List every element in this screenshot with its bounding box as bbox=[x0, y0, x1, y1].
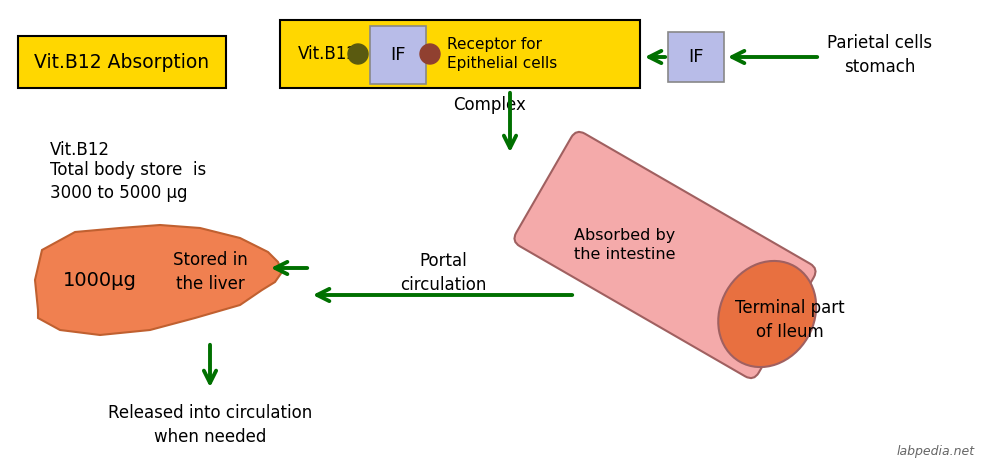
Text: 3000 to 5000 μg: 3000 to 5000 μg bbox=[50, 184, 188, 202]
Circle shape bbox=[348, 44, 368, 64]
Text: 1000μg: 1000μg bbox=[63, 271, 137, 290]
Text: Terminal part
of Ileum: Terminal part of Ileum bbox=[735, 299, 845, 341]
Ellipse shape bbox=[718, 261, 816, 367]
Text: Parietal cells
stomach: Parietal cells stomach bbox=[827, 34, 932, 76]
Text: labpedia.net: labpedia.net bbox=[897, 445, 975, 458]
Text: Vit.B12: Vit.B12 bbox=[50, 141, 110, 159]
FancyBboxPatch shape bbox=[280, 20, 640, 88]
Text: Released into circulation
when needed: Released into circulation when needed bbox=[108, 403, 312, 446]
Text: Vit.B12: Vit.B12 bbox=[298, 45, 358, 63]
PathPatch shape bbox=[35, 225, 282, 335]
Text: Stored in
the liver: Stored in the liver bbox=[173, 251, 248, 293]
Text: Receptor for
Epithelial cells: Receptor for Epithelial cells bbox=[447, 37, 557, 71]
FancyBboxPatch shape bbox=[668, 32, 724, 82]
Text: IF: IF bbox=[688, 48, 703, 66]
Text: Total body store  is: Total body store is bbox=[50, 161, 206, 179]
Circle shape bbox=[420, 44, 440, 64]
FancyBboxPatch shape bbox=[18, 36, 226, 88]
Text: Portal
circulation: Portal circulation bbox=[400, 252, 487, 294]
Text: IF: IF bbox=[391, 46, 406, 64]
FancyBboxPatch shape bbox=[514, 132, 815, 378]
FancyBboxPatch shape bbox=[370, 26, 426, 84]
Text: Complex: Complex bbox=[454, 96, 526, 114]
Text: Absorbed by
the intestine: Absorbed by the intestine bbox=[574, 227, 675, 263]
Text: Vit.B12 Absorption: Vit.B12 Absorption bbox=[34, 52, 210, 72]
